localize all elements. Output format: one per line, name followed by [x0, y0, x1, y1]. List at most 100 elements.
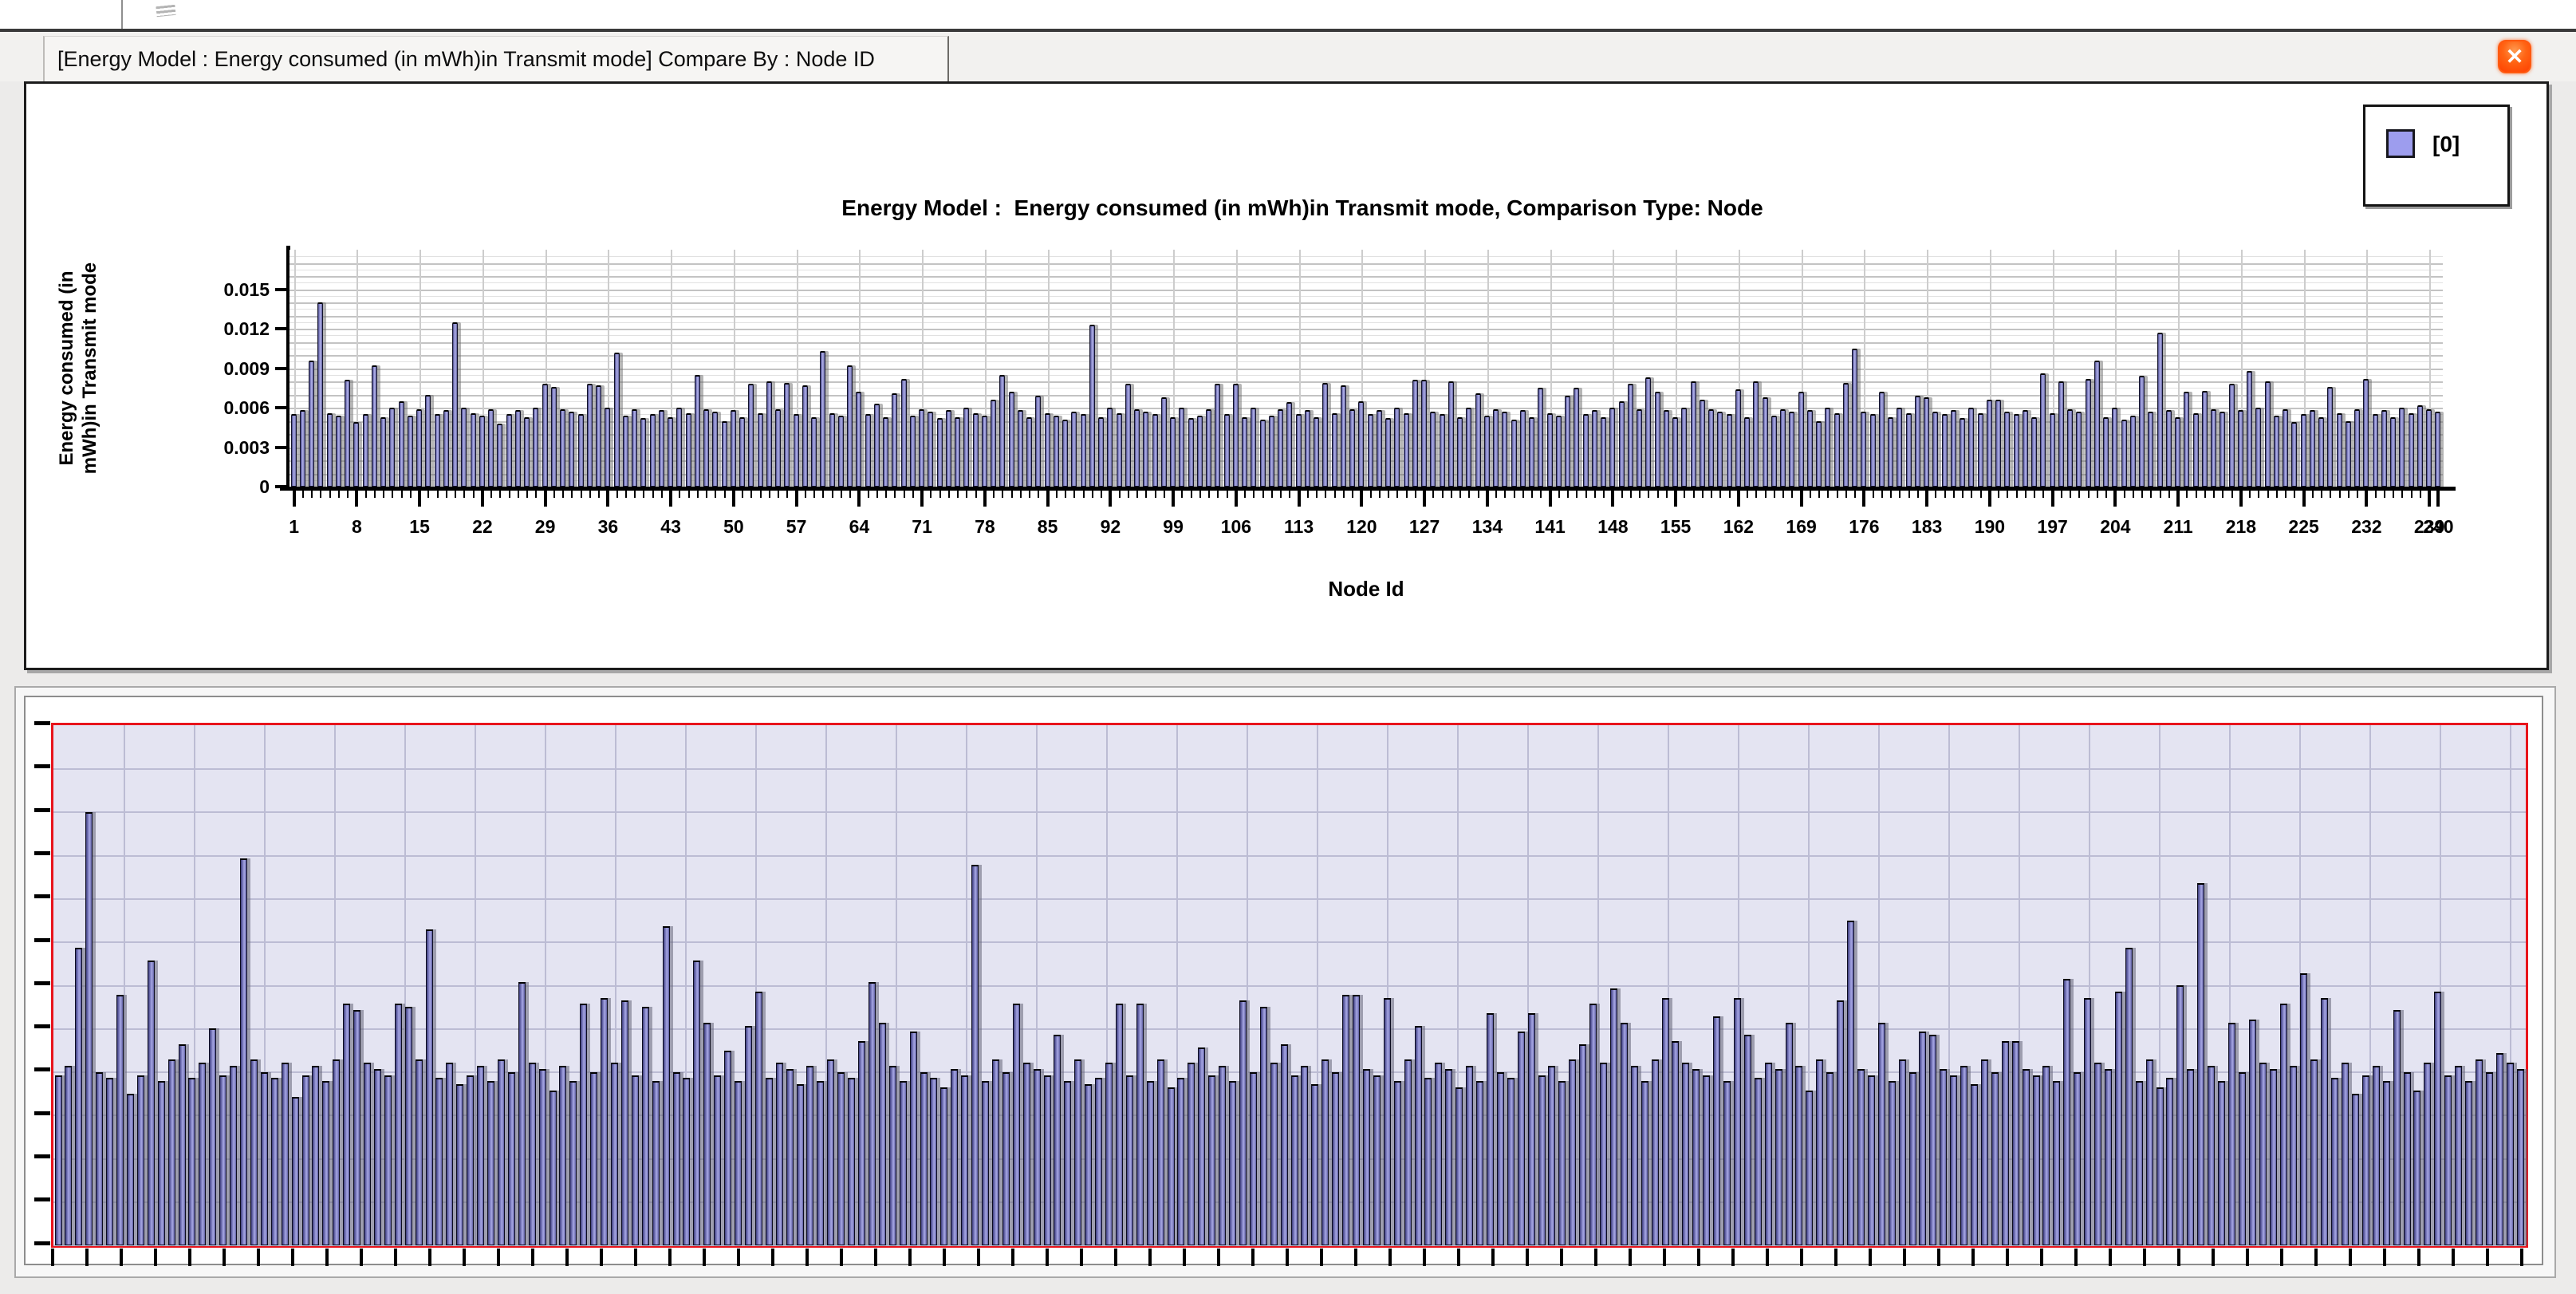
x-minor-tick: [1163, 491, 1165, 498]
preview-x-tick: [1697, 1249, 1700, 1266]
preview-bar-node-35: [404, 1007, 412, 1245]
close-button[interactable]: ✕: [2498, 40, 2531, 73]
x-minor-tick: [526, 491, 529, 498]
y-tick: [275, 327, 286, 330]
bar-node-208: [2148, 411, 2154, 487]
x-minor-tick: [2087, 491, 2090, 498]
preview-bar-node-114: [1219, 1065, 1227, 1245]
bar-node-85: [1044, 412, 1050, 487]
preview-x-tick: [1423, 1249, 1426, 1266]
bar-node-102: [1196, 415, 1203, 487]
x-minor-tick: [1791, 491, 1794, 498]
preview-bar-node-94: [1012, 1004, 1020, 1245]
preview-bar-node-144: [1527, 1012, 1535, 1245]
bar-node-74: [945, 410, 951, 487]
preview-bar-node-127: [1353, 994, 1360, 1245]
chart-panel: [0] Energy Model : Energy consumed (in m…: [24, 81, 2549, 670]
bar-node-181: [1905, 412, 1912, 487]
window-separator-line: [0, 29, 2576, 32]
bar-node-60: [820, 351, 826, 487]
bar-node-62: [837, 415, 844, 487]
preview-bar-node-179: [1888, 1081, 1896, 1245]
gridline-h: [290, 302, 2443, 304]
preview-y-tick: [34, 1067, 50, 1072]
preview-frame: [24, 696, 2543, 1266]
preview-bar-node-224: [2351, 1093, 2359, 1245]
preview-bar-node-150: [1589, 1004, 1597, 1245]
bar-node-158: [1699, 400, 1705, 487]
tab-energy-model[interactable]: [Energy Model : Energy consumed (in mWh)…: [43, 36, 949, 81]
x-minor-tick: [1827, 491, 1830, 498]
x-minor-tick: [2168, 491, 2170, 498]
bar-node-34: [586, 384, 593, 487]
preview-bar-node-202: [2125, 948, 2133, 1245]
bar-node-92: [1107, 408, 1113, 487]
tab-bar: [Energy Model : Energy consumed (in mWh)…: [0, 32, 2576, 81]
legend-entry-label: [0]: [2432, 132, 2460, 156]
gridline-h: [290, 276, 2443, 278]
bar-node-55: [775, 408, 781, 487]
bar-node-89: [1080, 414, 1086, 487]
preview-bar-node-203: [2135, 1081, 2143, 1245]
bar-node-162: [1735, 389, 1741, 487]
bar-node-139: [1529, 416, 1534, 487]
x-minor-tick: [2258, 491, 2260, 498]
bar-chart-plot: [290, 250, 2443, 487]
gridline-v: [1235, 250, 1238, 487]
preview-bar-node-171: [1806, 1091, 1814, 1245]
x-minor-tick: [804, 491, 806, 498]
preview-bar-node-82: [888, 1065, 896, 1245]
x-minor-tick: [1728, 491, 1731, 498]
bar-node-82: [1017, 410, 1023, 487]
bar-node-25: [506, 414, 512, 487]
gridline-v: [293, 250, 296, 487]
bar-node-7: [345, 380, 350, 487]
x-minor-tick: [1684, 491, 1686, 498]
gridline-h: [290, 256, 2443, 258]
preview-bar-node-14: [188, 1078, 196, 1245]
x-minor-tick: [822, 491, 825, 498]
preview-bar-node-33: [384, 1075, 392, 1245]
x-tick-label: 204: [2100, 516, 2131, 537]
bar-node-214: [2201, 390, 2208, 487]
bar-node-147: [1601, 416, 1606, 487]
preview-bar-node-44: [497, 1059, 505, 1245]
x-minor-tick: [499, 491, 502, 498]
bar-node-97: [1152, 414, 1158, 487]
x-minor-tick: [1414, 491, 1416, 498]
preview-bar-node-11: [157, 1081, 165, 1245]
gridline-v: [1424, 250, 1427, 487]
preview-bar-node-210: [2208, 1065, 2216, 1245]
preview-bar-node-85: [920, 1071, 928, 1245]
bar-node-237: [2408, 412, 2414, 487]
bar-node-88: [1071, 411, 1077, 487]
y-tick: [275, 445, 286, 449]
bar-node-199: [2067, 408, 2073, 487]
gridline-v: [2052, 250, 2054, 487]
preview-bar-node-71: [775, 1063, 783, 1245]
preview-x-tick: [2452, 1249, 2455, 1266]
gridline-v: [1550, 250, 1552, 487]
bar-node-224: [2291, 422, 2298, 487]
bar-node-14: [407, 415, 413, 487]
preview-plot-selection[interactable]: [51, 723, 2528, 1248]
gridline-h: [290, 309, 2443, 310]
gridline-h: [290, 295, 2443, 297]
x-minor-tick: [2060, 491, 2062, 498]
gridline-h: [290, 394, 2443, 396]
tab-title: [Energy Model : Energy consumed (in mWh)…: [57, 46, 875, 71]
x-tick-label: 8: [351, 516, 362, 537]
preview-bar-node-222: [2331, 1078, 2339, 1245]
preview-x-tick: [703, 1249, 706, 1266]
bar-node-142: [1555, 415, 1562, 487]
x-minor-tick: [517, 491, 519, 498]
bar-node-49: [721, 420, 727, 487]
x-minor-tick: [1378, 491, 1381, 498]
preview-bar-node-27: [322, 1081, 330, 1245]
bar-node-179: [1888, 416, 1893, 487]
gridline-h: [290, 479, 2443, 481]
preview-x-tick: [1388, 1249, 1392, 1266]
x-major-tick: [292, 491, 296, 507]
x-minor-tick: [1154, 491, 1156, 498]
x-minor-tick: [957, 491, 959, 498]
